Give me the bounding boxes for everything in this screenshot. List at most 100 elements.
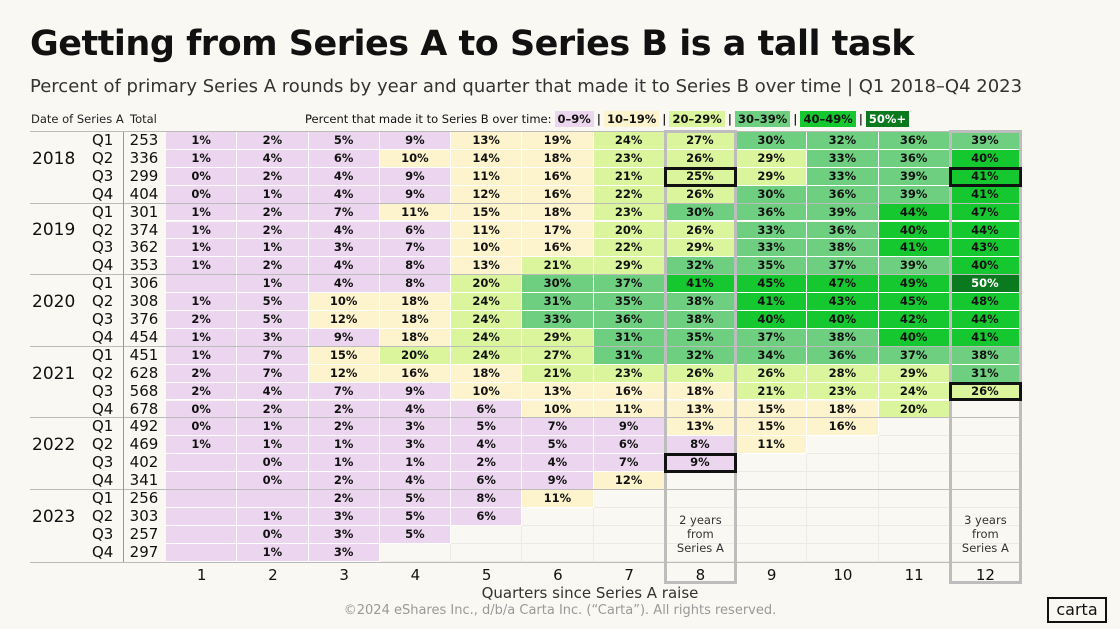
heatmap-cell: [593, 543, 665, 562]
heatmap-cell: [166, 525, 238, 544]
heatmap-cell: 40%: [878, 328, 950, 347]
x-axis-label: Quarters since Series A raise: [481, 584, 699, 602]
heatmap-cell: 0%: [166, 400, 238, 419]
heatmap-cell: 24%: [451, 293, 523, 311]
heatmap-cell: [166, 490, 238, 508]
total-value: 253: [129, 131, 159, 149]
x-tick-label: 7: [624, 566, 634, 584]
heatmap-cell: 24%: [451, 346, 523, 365]
heatmap-cell: 12%: [593, 472, 665, 490]
heatmap-cell: 37%: [736, 328, 808, 347]
heatmap-cell: 29%: [664, 239, 736, 258]
x-tick-label: 8: [695, 566, 706, 584]
heatmap-cell: 18%: [379, 311, 451, 329]
heatmap-cell: [166, 454, 238, 473]
page-subtitle: Percent of primary Series A rounds by ye…: [30, 76, 1023, 97]
heatmap-cell: [451, 543, 523, 562]
heatmap-cell: 35%: [736, 257, 808, 276]
quarter-label: Q3: [92, 524, 114, 543]
heatmap-cell: 15%: [308, 346, 380, 365]
heatmap-cell: 4%: [308, 185, 380, 204]
heatmap-cell: 6%: [451, 472, 523, 490]
heatmap-cell: 1%: [237, 239, 309, 258]
heatmap-cell: 18%: [807, 400, 879, 419]
heatmap-cell: 24%: [451, 311, 523, 329]
heatmap-cell: 21%: [736, 382, 808, 401]
x-tick-label: 11: [904, 566, 924, 584]
heatmap-cell: 10%: [522, 400, 594, 419]
heatmap-cell: [522, 507, 594, 526]
heatmap-cell: 33%: [736, 221, 808, 240]
heatmap-cell: 31%: [593, 346, 665, 365]
heatmap-cell: 39%: [878, 257, 950, 276]
legend-chip: 50%+: [865, 111, 910, 127]
heatmap-cell: [736, 490, 808, 508]
heatmap-cell: 22%: [593, 185, 665, 204]
heatmap-cell: 20%: [451, 275, 523, 294]
heatmap-cell: 40%: [807, 311, 879, 329]
heatmap-cell: 4%: [237, 382, 309, 401]
heatmap-cell: [593, 507, 665, 526]
heatmap-cell: 7%: [379, 239, 451, 258]
quarter-label: Q3: [92, 381, 114, 400]
heatmap-cell: 2%: [308, 472, 380, 490]
year-label: 2020: [32, 292, 76, 313]
heatmap-cell: 41%: [736, 293, 808, 311]
heatmap-cell: [379, 543, 451, 562]
heatmap-cell: 18%: [522, 203, 594, 222]
total-value: 376: [129, 310, 159, 328]
heatmap-cell: 41%: [878, 239, 950, 258]
heatmap-cell: 8%: [379, 257, 451, 276]
heatmap-cell: 15%: [451, 203, 523, 222]
heatmap-cell: 21%: [522, 257, 594, 276]
legend: Percent that made it to Series B over ti…: [305, 111, 910, 127]
heatmap-cell: 10%: [451, 382, 523, 401]
heatmap-cell: 1%: [166, 149, 238, 168]
x-tick-label: 6: [553, 566, 563, 584]
heatmap-cell: 13%: [522, 382, 594, 401]
heatmap-cell: 36%: [807, 346, 879, 365]
heatmap-cell: 32%: [664, 346, 736, 365]
total-value: 628: [129, 363, 159, 382]
x-tick-label: 4: [410, 566, 421, 584]
x-tick-label: 1: [196, 566, 207, 584]
quarter-label: Q2: [92, 435, 114, 454]
column-annotation: 3 years from Series A: [950, 513, 1021, 555]
heatmap-cell: 7%: [593, 454, 665, 473]
heatmap-cell: 20%: [593, 221, 665, 240]
heatmap-cell: 5%: [379, 507, 451, 526]
heatmap-cell: 24%: [593, 132, 665, 150]
heatmap-cell: 36%: [807, 221, 879, 240]
heatmap-cell: 2%: [166, 364, 238, 383]
heatmap-cell: [807, 507, 879, 526]
heatmap-cell: [878, 543, 950, 562]
heatmap-cell: 1%: [166, 293, 238, 311]
heatmap-cell: 48%: [949, 293, 1021, 311]
legend-chip: 10–19%: [603, 111, 660, 127]
column-annotation: 2 years from Series A: [665, 513, 736, 555]
heatmap-cell: 23%: [593, 364, 665, 383]
heatmap-cell: 15%: [736, 400, 808, 419]
heatmap-cell: 9%: [379, 382, 451, 401]
heatmap-cell: [736, 543, 808, 562]
total-value: 299: [129, 166, 159, 185]
heatmap-cell: 36%: [736, 203, 808, 222]
heatmap-cell: 45%: [736, 275, 808, 294]
heatmap-cell: 31%: [522, 293, 594, 311]
year-label: 2023: [32, 506, 76, 527]
x-tick-label: 9: [766, 566, 777, 584]
heatmap-cell: [807, 436, 879, 455]
quarter-label: Q3: [92, 166, 114, 185]
heatmap-cell: 15%: [736, 418, 808, 437]
heatmap-cell: 30%: [522, 275, 594, 294]
heatmap-cell: 2%: [166, 382, 238, 401]
heatmap-cell: 32%: [807, 132, 879, 150]
heatmap-cell: 45%: [878, 293, 950, 311]
heatmap-cell: 1%: [237, 185, 309, 204]
total-value: 374: [129, 220, 159, 239]
quarter-label: Q4: [92, 184, 114, 203]
heatmap-cell: 20%: [379, 346, 451, 365]
heatmap-cell: [736, 507, 808, 526]
heatmap-cell: 13%: [664, 418, 736, 437]
heatmap-cell: 11%: [736, 436, 808, 455]
